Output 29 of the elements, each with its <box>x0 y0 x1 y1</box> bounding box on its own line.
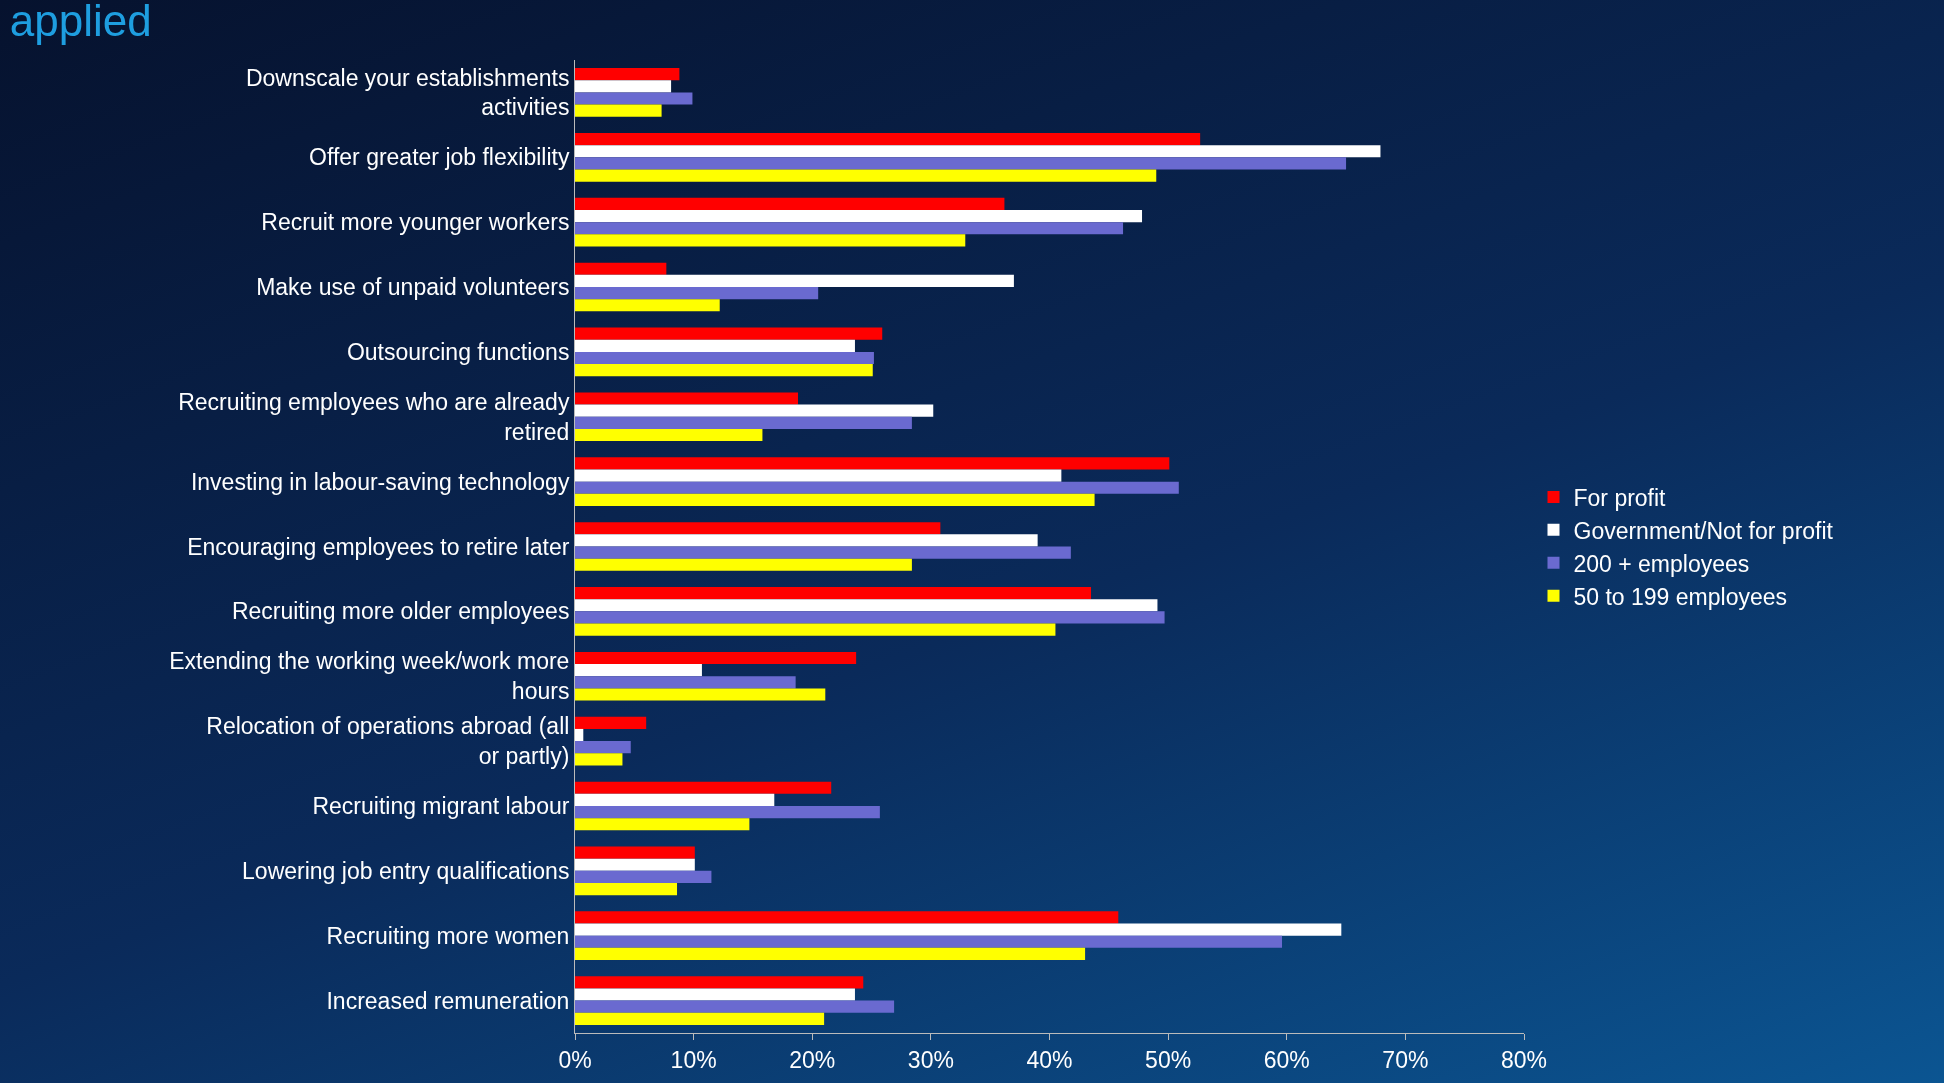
y-tick-label: Relocation of operations abroad (all or partly) <box>206 713 570 770</box>
y-tick-label: Recruiting employees who are already retired <box>178 388 570 445</box>
y-tick-label: Recruiting more women <box>326 922 570 949</box>
y-tick-label: Downscale your establishments activities <box>245 64 570 121</box>
y-tick-label: Recruit more younger workers <box>261 209 570 236</box>
x-tick-label: 30% <box>907 1046 954 1073</box>
y-tick-label: Recruiting migrant labour <box>312 793 570 820</box>
legend-label: 50 to 199 employees <box>1573 583 1788 610</box>
y-tick-label: Encouraging employees to retire later <box>187 533 570 560</box>
y-tick-label: Increased remuneration <box>326 987 570 1014</box>
y-tick-label: Outsourcing functions <box>346 338 570 365</box>
x-tick-label: 20% <box>789 1046 836 1073</box>
x-tick-label: 70% <box>1382 1046 1429 1073</box>
legend-label: Government/Not for profit <box>1573 517 1834 544</box>
y-tick-label: Offer greater job flexibility <box>309 144 570 171</box>
text: applied <box>9 0 152 46</box>
x-tick-label: 60% <box>1263 1046 1310 1073</box>
y-tick-label: Extending the working week/work more hours <box>169 648 570 705</box>
y-tick-label: Investing in labour-saving technology <box>190 468 570 495</box>
y-tick-label: Make use of unpaid volunteers <box>256 274 570 301</box>
legend-label: For profit <box>1573 484 1667 511</box>
x-tick-label: 0% <box>558 1046 592 1073</box>
y-tick-label: Lowering job entry qualifications <box>242 857 570 884</box>
x-tick-label: 80% <box>1500 1046 1548 1073</box>
x-tick-label: 50% <box>1145 1046 1192 1073</box>
y-tick-label: Recruiting more older employees <box>231 598 570 625</box>
x-tick-label: 10% <box>670 1046 717 1073</box>
legend-label: 200 + employees <box>1573 550 1750 577</box>
x-tick-label: 40% <box>1026 1046 1073 1073</box>
